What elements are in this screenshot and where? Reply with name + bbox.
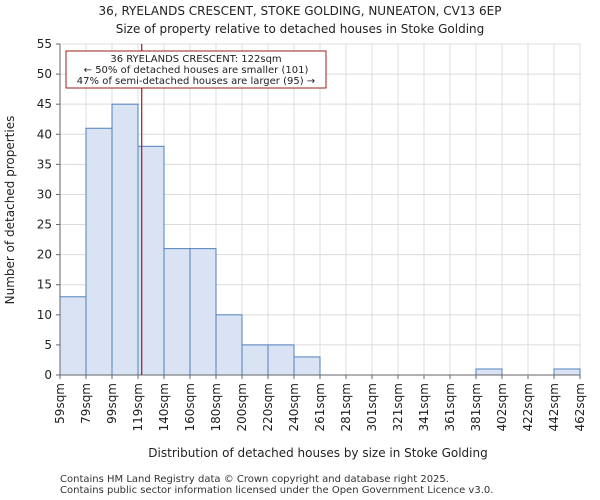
- bar-160sqm: [189, 248, 217, 376]
- bars: [59, 103, 581, 376]
- x-axis-label: Distribution of detached houses by size …: [148, 446, 487, 460]
- bar-59sqm: [59, 296, 87, 376]
- x-tick-label: 422sqm: [521, 383, 535, 431]
- y-tick-label: 45: [37, 97, 52, 111]
- x-tick-label: 261sqm: [313, 383, 327, 431]
- y-tick-label: 50: [37, 67, 52, 81]
- y-tick-label: 55: [37, 37, 52, 51]
- bar-79sqm: [85, 127, 113, 376]
- x-tick-label: 442sqm: [547, 383, 561, 431]
- footer-line2: Contains public sector information licen…: [60, 485, 493, 496]
- x-tick-label: 180sqm: [209, 383, 223, 431]
- x-tick-label: 160sqm: [183, 383, 197, 431]
- footer-line1: Contains HM Land Registry data © Crown c…: [60, 474, 449, 485]
- x-tick-label: 341sqm: [417, 383, 431, 431]
- chart-title-line2: Size of property relative to detached ho…: [116, 22, 485, 36]
- y-tick-label: 15: [37, 278, 52, 292]
- chart-title-line1: 36, RYELANDS CRESCENT, STOKE GOLDING, NU…: [99, 4, 502, 18]
- x-tick-label: 281sqm: [339, 383, 353, 431]
- y-tick-labels: 0 5 10 15 20 25 30 35 40 45 50 55: [37, 37, 60, 382]
- y-tick-label: 5: [44, 338, 52, 352]
- y-tick-label: 10: [37, 308, 52, 322]
- bar-99sqm: [111, 103, 139, 376]
- x-tick-label: 59sqm: [53, 383, 67, 424]
- bar-220sqm: [267, 344, 295, 376]
- bar-200sqm: [241, 344, 269, 376]
- x-tick-label: 321sqm: [391, 383, 405, 431]
- x-tick-label: 361sqm: [443, 383, 457, 431]
- y-axis-label: Number of detached properties: [3, 116, 17, 305]
- bar-180sqm: [215, 314, 243, 376]
- x-tick-label: 140sqm: [157, 383, 171, 431]
- x-tick-label: 220sqm: [261, 383, 275, 431]
- x-tick-label: 462sqm: [573, 383, 587, 431]
- y-tick-label: 20: [37, 248, 52, 262]
- annotation-box: 36 RYELANDS CRESCENT: 122sqm ← 50% of de…: [65, 50, 327, 89]
- x-tick-label: 79sqm: [79, 383, 93, 424]
- y-tick-label: 35: [37, 157, 52, 171]
- bar-381sqm: [475, 368, 503, 376]
- x-tick-label: 301sqm: [365, 383, 379, 431]
- x-tick-label: 381sqm: [469, 383, 483, 431]
- y-tick-label: 25: [37, 218, 52, 232]
- bar-240sqm: [293, 356, 321, 376]
- x-tick-label: 200sqm: [235, 383, 249, 431]
- x-tick-label: 119sqm: [131, 383, 145, 431]
- annotation-line2: ← 50% of detached houses are smaller (10…: [84, 65, 309, 76]
- annotation-border: [65, 50, 327, 89]
- bar-442sqm: [553, 368, 581, 376]
- y-tick-label: 30: [37, 187, 52, 201]
- x-tick-label: 402sqm: [495, 383, 509, 431]
- annotation-line3: 47% of semi-detached houses are larger (…: [77, 76, 315, 87]
- annotation-line1: 36 RYELANDS CRESCENT: 122sqm: [110, 54, 281, 65]
- x-tick-label: 99sqm: [105, 383, 119, 424]
- x-tick-label: 240sqm: [287, 383, 301, 431]
- bar-140sqm: [163, 248, 191, 376]
- x-tick-labels: 59sqm 79sqm 99sqm 119sqm 140sqm 160sqm 180sqm 2…: [53, 375, 587, 431]
- y-tick-label: 40: [37, 127, 52, 141]
- y-tick-label: 0: [44, 368, 52, 382]
